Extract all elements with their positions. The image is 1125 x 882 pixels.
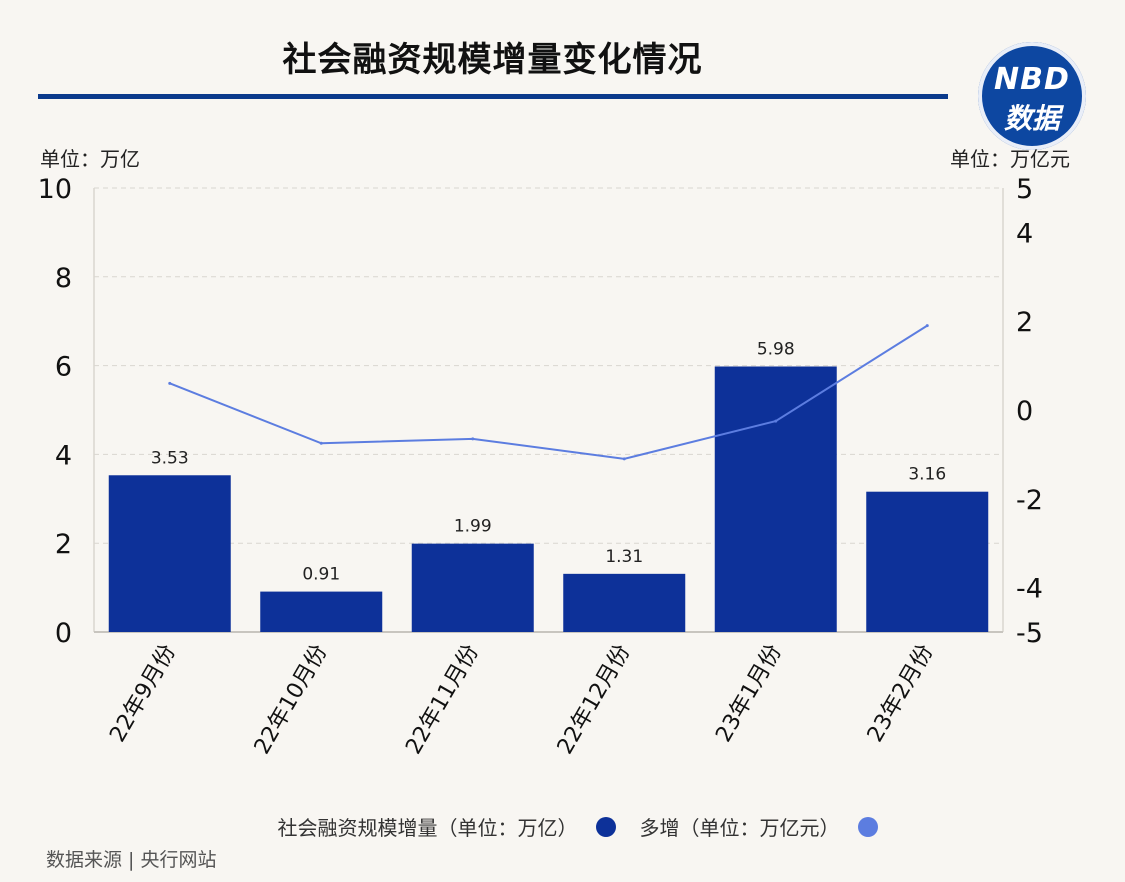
line-point [774,419,778,423]
legend-marker-bar [595,816,616,837]
legend-item-line: 多增（单位：万亿元） [640,812,878,841]
legend-marker-line [857,816,878,837]
bar-data-label: 3.16 [908,465,946,485]
legend-label-line: 多增（单位：万亿元） [639,816,840,840]
line-point [319,441,323,445]
y-left-tick-label: 8 [55,263,72,294]
legend-item-bar: 社会融资规模增量（单位：万亿） [278,812,616,841]
y-right-tick-label: 2 [1016,307,1033,338]
title-underline [38,94,948,99]
left-axis-unit: 单位：万亿 [40,147,140,171]
series-line [169,324,928,460]
y-left-tick-label: 0 [55,618,72,649]
x-tick-label: 22年12月份 [553,641,636,759]
x-tick-label: 22年11月份 [401,641,484,759]
bar [714,366,837,632]
y-left-tick-label: 6 [55,352,72,383]
line-point [925,324,929,328]
line-point [168,381,172,385]
legend-label-bar: 社会融资规模增量（单位：万亿） [277,816,578,840]
combo-chart: 0 2 4 6 8 10 -5 -4 -2 0 2 4 5 3.53 22年9月份 0.91 22年10月份 1.… [38,174,1043,759]
x-tick-label: 22年10月份 [250,641,333,759]
y-right-tick-label: 5 [1016,174,1033,205]
x-tick-label: 23年2月份 [863,641,939,747]
bar-data-label: 5.98 [757,339,795,359]
line-point [622,457,626,461]
bar [411,543,534,632]
logo-text-nbd: NBD [994,62,1070,97]
y-right-tick-label: -5 [1016,618,1043,649]
y-right-tick-label: 0 [1016,396,1033,427]
y-left-tick-label: 2 [55,529,72,560]
y-right-tick-label: 4 [1016,218,1033,249]
legend: 社会融资规模增量（单位：万亿） 多增（单位：万亿元） [0,812,1125,841]
y-left-tick-label: 4 [55,440,72,471]
y-right-tick-label: -4 [1016,574,1043,605]
bar [260,591,383,632]
right-axis-unit: 单位：万亿元 [950,147,1070,171]
y-left-tick-label: 10 [38,174,72,205]
data-source: 数据来源 | 央行网站 [46,849,217,871]
x-tick-label: 22年9月份 [105,641,181,747]
bar-data-label: 3.53 [151,448,189,468]
bar [563,573,686,632]
x-tick-label: 23年1月份 [711,641,787,747]
chart-title: 社会融资规模增量变化情况 [282,40,703,80]
bar-data-label: 0.91 [302,565,340,585]
nbd-logo: NBD 数据 [978,42,1086,150]
bar [866,491,989,632]
y-right-tick-label: -2 [1016,485,1043,516]
bar-data-label: 1.31 [605,547,643,567]
line-point [471,437,475,441]
logo-text-data: 数据 [1003,102,1060,135]
bar-data-label: 1.99 [454,517,492,537]
bar [108,475,231,632]
